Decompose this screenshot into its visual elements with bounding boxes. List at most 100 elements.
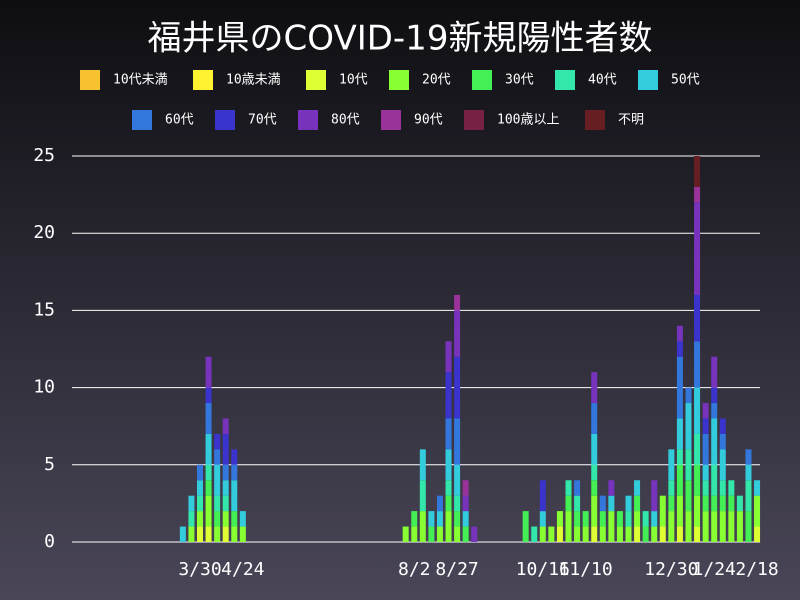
bar-segment — [419, 480, 426, 512]
legend-label: 10代 — [339, 73, 368, 88]
bar-segment — [736, 511, 743, 542]
bar-segment — [599, 526, 606, 542]
bar-segment — [445, 418, 452, 450]
chart-title: 福井県のCOVID-19新規陽性者数 — [148, 19, 653, 59]
x-tick-label: 8/2 — [398, 559, 431, 580]
bar-segment — [694, 495, 701, 527]
bar-segment — [599, 511, 606, 527]
legend-label: 70代 — [248, 113, 277, 128]
bar-segment — [539, 511, 546, 527]
bar-segment — [702, 403, 709, 419]
x-tick-label: 11/10 — [559, 559, 613, 580]
legend-swatch — [215, 110, 235, 130]
bar-segment — [197, 526, 203, 542]
bar-segment — [222, 495, 229, 512]
bar-segment — [616, 526, 623, 542]
bar-segment — [445, 449, 452, 481]
bar-segment — [702, 418, 709, 434]
bar-segment — [702, 480, 709, 496]
bar-segment — [659, 495, 666, 527]
bar-segment — [702, 495, 709, 512]
x-tick-label: 10/16 — [516, 559, 570, 580]
bar-segment — [685, 403, 692, 450]
bar-segment — [676, 341, 683, 357]
bar-segment — [634, 511, 641, 527]
bar-segment — [591, 480, 598, 496]
bar-segment — [214, 495, 221, 512]
legend-swatch — [464, 110, 484, 130]
bar-segment — [445, 372, 452, 419]
bar-segment — [676, 418, 683, 450]
bar-segment — [214, 433, 221, 450]
bar-segment — [711, 418, 718, 465]
bar-segment — [231, 526, 238, 542]
bar-segment — [694, 464, 701, 496]
bar-segment — [197, 480, 203, 496]
bar-segment — [711, 356, 718, 388]
legend-label: 20代 — [422, 73, 451, 88]
legend-label: 10歳未満 — [226, 73, 281, 88]
bar-segment — [214, 464, 221, 496]
bar-segment — [676, 356, 683, 419]
bar-segment — [642, 511, 649, 527]
bar-segment — [565, 495, 572, 512]
bar-segment — [676, 449, 683, 465]
y-tick-label: 5 — [44, 454, 55, 475]
bar-segment — [711, 495, 718, 512]
bar-segment — [634, 526, 641, 542]
bar-segment — [214, 511, 221, 527]
bar-segment — [728, 511, 735, 542]
legend-swatch — [472, 70, 492, 90]
bar-segment — [668, 449, 675, 481]
bar-segment — [591, 433, 598, 465]
bar-segment — [694, 294, 701, 342]
bar-segment — [454, 294, 461, 311]
bar-segment — [231, 480, 238, 512]
bar-segment — [565, 511, 572, 542]
bar-segment — [702, 433, 709, 465]
bar-segment — [668, 511, 675, 542]
bar-segment — [668, 495, 675, 512]
y-tick-label: 0 — [44, 531, 55, 552]
bar-segment — [454, 356, 461, 419]
bar-segment — [676, 495, 683, 527]
legend-label: 40代 — [588, 73, 617, 88]
bar-segment — [694, 202, 701, 295]
bar-segment — [222, 480, 229, 496]
bar-segment — [694, 156, 701, 187]
x-tick-label: 3/30 — [178, 559, 221, 580]
bar-segment — [556, 526, 563, 542]
bar-segment — [419, 511, 426, 542]
bar-segment — [591, 495, 598, 527]
bar-segment — [556, 511, 563, 527]
bar-segment — [634, 495, 641, 512]
bar-segment — [719, 480, 726, 496]
bar-segment — [574, 480, 581, 496]
bar-segment — [634, 480, 641, 496]
bar-segment — [454, 495, 461, 512]
bar-segment — [754, 526, 761, 542]
bar-segment — [205, 403, 212, 434]
bar-segment — [728, 495, 735, 512]
bar-segment — [574, 511, 581, 527]
bar-segment — [454, 526, 461, 542]
bar-segment — [685, 387, 692, 404]
bar-segment — [591, 372, 598, 404]
bar-segment — [445, 511, 452, 542]
bar-segment — [745, 511, 752, 542]
bar-segment — [711, 464, 718, 496]
bar-segment — [445, 495, 452, 512]
bar-segment — [582, 511, 589, 527]
bar-segment — [436, 526, 443, 542]
bar-segment — [548, 526, 555, 542]
x-tick-label: 2/18 — [735, 559, 778, 580]
bar-segment — [522, 511, 529, 542]
bar-segment — [642, 526, 649, 542]
bar-segment — [188, 526, 195, 542]
bar-segment — [205, 526, 212, 542]
bar-segment — [462, 511, 469, 527]
bar-segment — [574, 495, 581, 512]
bar-segment — [711, 511, 718, 542]
legend-swatch — [638, 70, 658, 90]
